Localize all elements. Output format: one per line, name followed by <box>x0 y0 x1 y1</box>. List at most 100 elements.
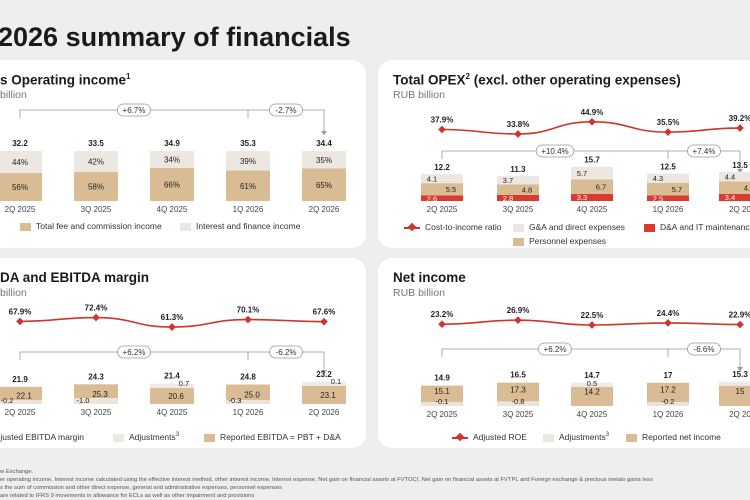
fee-income-bar <box>0 173 42 201</box>
growth-bracket-line <box>441 150 741 173</box>
total-label: 16.5 <box>510 371 526 380</box>
x-tick-label: 2Q 2025 <box>427 205 458 214</box>
growth-pill <box>117 345 151 359</box>
x-tick-label: 3Q 2025 <box>81 408 112 417</box>
x-tick-label: 4Q 2025 <box>157 205 188 214</box>
legend-swatch <box>513 237 524 246</box>
ga-bar <box>647 173 689 183</box>
growth-label: -6.6% <box>694 345 715 354</box>
reported-ebitda-label: 25.0 <box>244 390 260 399</box>
interest-income-label: 42% <box>88 158 104 167</box>
personnel-bar <box>497 184 539 195</box>
personnel-label: 5.7 <box>672 185 682 194</box>
total-label: 23.2 <box>316 370 332 379</box>
ratio-label: 26.9% <box>507 306 530 315</box>
growth-bracket-line <box>441 348 741 371</box>
interest-income-label: 39% <box>240 157 256 166</box>
panel-subtitle: billion <box>0 89 27 101</box>
x-tick-label: 1Q 2026 <box>233 205 264 214</box>
reported-net-income-label: 15 <box>736 387 745 396</box>
fee-income-bar <box>226 170 270 201</box>
interest-income-label: 34% <box>164 156 180 165</box>
panel-subtitle: billion <box>0 287 27 299</box>
legend-swatch <box>543 433 554 442</box>
legend-personnel: Personnel expenses <box>513 236 606 246</box>
x-tick-label: 1Q 2026 <box>233 408 264 417</box>
total-label: 15.3 <box>732 370 748 379</box>
ratio-label: 22.9% <box>729 311 750 320</box>
ratio-label: 67.6% <box>313 308 336 317</box>
legend-swatch <box>452 436 468 439</box>
adjustment-bar <box>421 402 463 406</box>
reported-ebitda-label: 23.1 <box>320 391 336 400</box>
fee-income-bar <box>74 172 118 201</box>
reported-ebitda-label: 22.1 <box>16 391 32 400</box>
total-label: 11.3 <box>510 165 526 174</box>
growth-label: +6.2% <box>123 348 146 357</box>
adjustment-label: -0.1 <box>436 397 449 406</box>
total-label: 34.4 <box>316 139 332 148</box>
growth-arrow-head <box>737 367 743 371</box>
adjustment-label: 0.7 <box>179 379 189 388</box>
personnel-bar <box>571 179 613 194</box>
fee-income-label: 58% <box>88 183 104 192</box>
fee-income-label: 56% <box>12 183 28 192</box>
ga-label: 4.1 <box>427 175 437 184</box>
growth-label: +7.4% <box>693 147 716 156</box>
growth-label: +10.4% <box>541 147 568 156</box>
legend-label: D&A and IT maintenance <box>660 222 750 232</box>
ratio-label: 24.4% <box>657 309 680 318</box>
panel-title: s Operating income1 <box>0 72 130 88</box>
legend-swatch <box>513 223 524 232</box>
personnel-bar <box>647 182 689 196</box>
ratio-marker <box>320 317 328 326</box>
growth-arrow-head <box>321 370 327 374</box>
interest-income-bar <box>226 151 270 171</box>
growth-label: +6.7% <box>123 106 146 115</box>
fee-income-bar <box>302 168 346 201</box>
legend-reported-ebitda: Reported EBITDA = PBT + D&A <box>204 432 341 442</box>
ga-label: 3.7 <box>503 176 513 185</box>
panel-title-sup: 2 <box>465 72 470 81</box>
ga-bar <box>719 171 750 182</box>
adjustment-bar <box>226 400 270 404</box>
x-tick-label: 4Q 2025 <box>157 408 188 417</box>
ratio-label: 33.8% <box>507 120 530 129</box>
legend-label: G&A and direct expenses <box>529 222 625 232</box>
ga-bar <box>497 176 539 185</box>
fee-income-bar <box>150 168 194 201</box>
net-income-panel: Net income RUB billion 23.2% 26.9% 22.5% 24… <box>378 258 750 448</box>
interest-income-bar <box>0 151 42 173</box>
ratio-label: 37.9% <box>431 115 454 124</box>
x-tick-label: 1Q 2026 <box>653 410 684 419</box>
growth-pill <box>687 144 721 158</box>
x-tick-label: 2Q 2025 <box>5 408 36 417</box>
legend-ga-expenses: G&A and direct expenses <box>513 222 625 232</box>
ratio-label: 70.1% <box>237 306 260 315</box>
ratio-marker <box>588 321 596 329</box>
panel-title: Net income <box>393 270 466 285</box>
da-it-label: 2.5 <box>653 195 663 204</box>
adjustment-label: -0.8 <box>512 397 525 406</box>
x-tick-label: 2Q 2025 <box>5 205 36 214</box>
interest-income-label: 44% <box>12 158 28 167</box>
da-it-label: 2.6 <box>427 194 437 203</box>
footnote: are related to IFRS 9 movements in allow… <box>0 493 255 499</box>
legend-adjustments: Adjustments3 <box>543 432 609 442</box>
panel-title-text: Net income <box>393 270 466 285</box>
adjustment-bar <box>497 401 539 406</box>
panel-title: Total OPEX2 (excl. other operating expen… <box>393 72 681 88</box>
growth-pill <box>535 144 575 158</box>
x-tick-label: 2Q 20 <box>729 205 750 214</box>
legend-swatch <box>644 223 655 232</box>
operating-income-panel: s Operating income1 billion +6.7% -2.7% 56… <box>0 60 366 248</box>
reported-ebitda-bar <box>150 387 194 404</box>
growth-pill <box>269 103 303 117</box>
ga-label: 4.3 <box>653 174 663 183</box>
interest-income-label: 35% <box>316 156 332 165</box>
total-label: 35.3 <box>240 139 256 148</box>
growth-label: -6.2% <box>276 348 297 357</box>
ratio-marker <box>514 130 522 138</box>
growth-pill <box>117 103 151 117</box>
reported-net-income-label: 15.1 <box>434 387 450 396</box>
